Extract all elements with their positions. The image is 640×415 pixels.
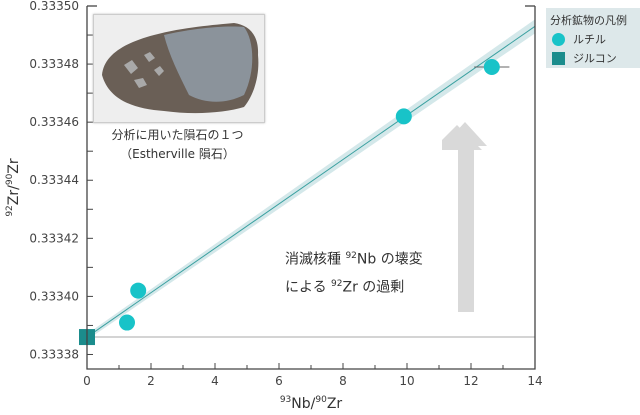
y-tick-label: 0.33342 bbox=[29, 231, 79, 245]
fit-line bbox=[86, 25, 536, 338]
legend-item-rutile: ルチル bbox=[552, 31, 606, 47]
square-marker-icon bbox=[552, 51, 565, 65]
y-tick-label: 0.33348 bbox=[29, 57, 79, 71]
y-tick-label: 0.33340 bbox=[29, 289, 79, 303]
x-tick-label: 10 bbox=[399, 374, 414, 388]
annotation-line1: 消滅核種 92Nb の壊変 bbox=[285, 251, 423, 268]
x-tick-label: 8 bbox=[339, 374, 347, 388]
legend-label-rutile: ルチル bbox=[573, 33, 606, 46]
legend-item-zircon: ジルコン bbox=[552, 50, 617, 66]
legend-title: 分析鉱物の凡例 bbox=[550, 14, 627, 27]
x-tick-label: 14 bbox=[527, 374, 542, 388]
y-tick-label: 0.33350 bbox=[29, 0, 79, 13]
axes: 0.33338 0.33340 0.33342 0.33344 0.33346 0.333… bbox=[5, 0, 543, 412]
legend-label-zircon: ジルコン bbox=[573, 52, 617, 65]
y-tick-label: 0.33344 bbox=[29, 173, 79, 187]
circle-marker-icon bbox=[552, 32, 565, 46]
rutile-point bbox=[130, 282, 147, 299]
excess-annotation: 消滅核種 92Nb の壊変 による 92Zr の過剰 bbox=[285, 244, 423, 299]
rutile-point bbox=[483, 58, 500, 75]
x-tick-label: 0 bbox=[83, 374, 91, 388]
x-tick-label: 6 bbox=[275, 374, 283, 388]
legend: 分析鉱物の凡例 ルチル ジルコン bbox=[546, 8, 640, 68]
rutile-point bbox=[119, 314, 135, 331]
x-tick-label: 12 bbox=[463, 374, 478, 388]
y-axis-title: 92Zr/90Zr bbox=[5, 158, 22, 217]
x-axis-title: 93Nb/90Zr bbox=[280, 395, 343, 412]
photo-caption-line2: （Estherville 隕石） bbox=[120, 147, 235, 161]
plot-area bbox=[79, 19, 536, 346]
arrow-head bbox=[443, 122, 487, 312]
rutile-point bbox=[395, 108, 412, 125]
y-tick-label: 0.33338 bbox=[29, 347, 79, 361]
photo-caption-line1: 分析に用いた隕石の１つ bbox=[111, 128, 244, 142]
x-tick-label: 4 bbox=[211, 374, 219, 388]
x-tick-label: 2 bbox=[147, 374, 155, 388]
meteorite-photo bbox=[93, 14, 265, 123]
meteorite-image bbox=[94, 15, 264, 122]
annotation-line2: による 92Zr の過剰 bbox=[285, 278, 405, 296]
y-tick-label: 0.33346 bbox=[29, 115, 79, 129]
